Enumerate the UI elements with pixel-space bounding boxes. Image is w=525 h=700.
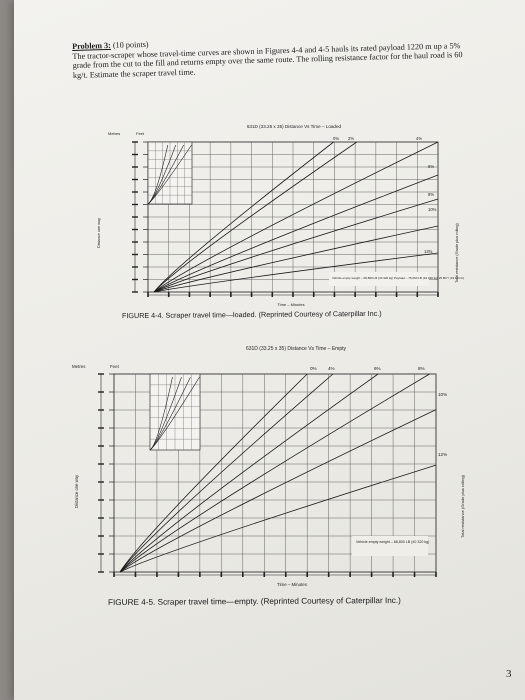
travel-time-curve (119, 373, 308, 573)
note-box (329, 272, 429, 286)
series-label-12: 12% (424, 249, 433, 254)
series-label-4: 4% (416, 136, 422, 141)
series-label-8: 8% (418, 366, 425, 371)
inset-curve (147, 144, 192, 205)
page-number: 3 (506, 668, 512, 680)
y-right-label: Total resistance (Grade plus rolling) (460, 474, 465, 538)
travel-time-curve (153, 141, 439, 293)
travel-time-curve (119, 373, 430, 573)
travel-time-curve (153, 141, 358, 293)
grid (113, 373, 437, 573)
series-label-4: 4% (328, 366, 335, 371)
problem-points: (10 points) (112, 39, 149, 50)
travel-time-curve (153, 252, 439, 293)
chart-frame (113, 373, 437, 573)
figure-4-5-empty: 631D (33.25 x 35) Distance Vs Time – Emp… (66, 338, 476, 592)
series-label-6: 6% (374, 366, 381, 371)
travel-time-curve (119, 373, 334, 573)
vehicle-note: Vehicle empty weight – 68,800 LB (40 320… (356, 540, 429, 544)
travel-time-curve (119, 373, 379, 573)
travel-time-curve (153, 225, 439, 293)
feet-label: Feet (136, 131, 145, 136)
figure-4-4-loaded: 631D (33.25 x 35) Distance Vs Time – Loa… (86, 118, 466, 310)
travel-time-curve (153, 174, 439, 293)
series-lines (119, 373, 437, 573)
travel-time-curve (119, 409, 437, 573)
x-axis-label: Time – Minutes (277, 302, 304, 307)
chart-title: 631D (33.25 x 35) Distance Vs Time – Loa… (247, 124, 342, 129)
x-axis-label: Time – Minutes (277, 582, 308, 587)
series-label-2: 2% (348, 136, 354, 141)
series-label-6: 6% (428, 164, 434, 169)
metres-label: Metres (72, 364, 86, 369)
empty-chart: 631D (33.25 x 35) Distance Vs Time – Emp… (72, 346, 465, 587)
document-page: Problem 3: (10 points) The tractor-scrap… (14, 0, 525, 700)
figure-4-4-caption: FIGURE 4-4. Scraper travel time—loaded. … (121, 308, 382, 321)
loaded-chart: 631D (33.25 x 35) Distance Vs Time – Loa… (97, 124, 464, 307)
y-right-label: Total resistance (Grade plus rolling) (455, 223, 459, 283)
series-label-8: 8% (428, 192, 434, 197)
axis-ticks (132, 141, 439, 297)
chart-title: 631D (33.25 x 35) Distance Vs Time – Emp… (246, 346, 347, 352)
y-side-label: Distance one way (97, 218, 101, 248)
feet-label: Feet (110, 364, 120, 369)
problem-statement: Problem 3: (10 points) The tractor-scrap… (72, 31, 478, 81)
travel-time-curve (153, 198, 439, 293)
series-lines (147, 141, 439, 293)
problem-title: Problem 3: (72, 40, 111, 51)
travel-time-curve (153, 141, 334, 293)
inset-curve (149, 376, 200, 451)
travel-time-curve (119, 464, 437, 573)
axis-ticks (98, 373, 437, 577)
series-label-0: 0% (333, 136, 339, 141)
grid (147, 141, 439, 293)
vehicle-note: Vehicle empty weight – 68,800 LB (40 320… (332, 276, 464, 280)
note-box (352, 536, 428, 556)
metres-label: Metres (108, 131, 120, 136)
series-label-10: 10% (428, 207, 437, 212)
figure-4-5-caption: FIGURE 4-5. Scraper travel time—empty. (… (107, 595, 401, 608)
series-label-10: 10% (438, 392, 447, 397)
y-side-label: Distance one way (74, 474, 79, 508)
series-label-12: 12% (438, 452, 447, 457)
series-label-0: 0% (310, 366, 317, 371)
